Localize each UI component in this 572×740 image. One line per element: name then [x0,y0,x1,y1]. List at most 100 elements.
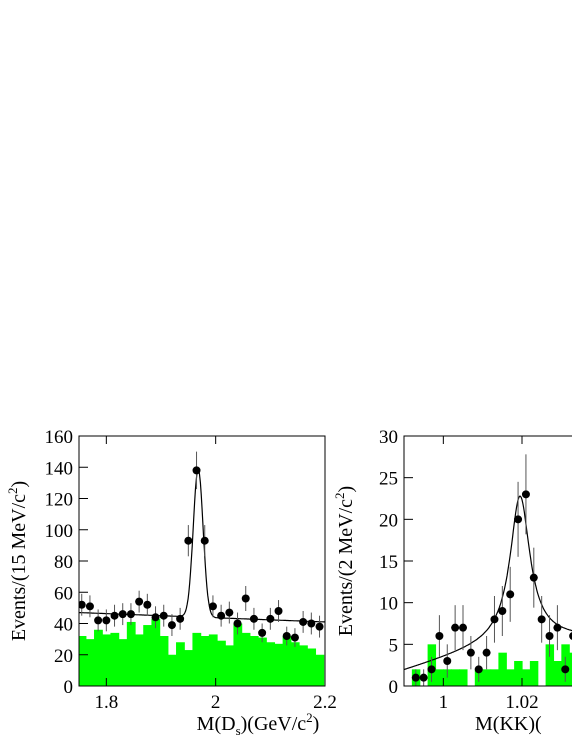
y-tick-label: 15 [379,552,398,573]
y-tick-label: 20 [379,510,398,531]
histogram-bar [553,661,562,686]
histogram-bar [282,636,292,686]
histogram-bar [249,636,259,686]
y-tick-label: 25 [379,469,398,490]
data-point [561,665,570,674]
data-point [299,617,308,626]
histogram-bar [200,636,210,686]
histogram-bar [514,661,523,686]
histogram-bar [184,650,194,686]
data-point [241,594,250,603]
y-tick-label: 30 [379,427,398,448]
data-point [514,515,523,524]
y-tick-label: 40 [54,615,73,636]
histogram-bar [85,639,95,686]
histogram-bar [459,669,468,686]
data-point [315,622,324,631]
data-point [427,665,436,674]
histogram-bar [143,625,153,686]
data-point [435,632,444,640]
data-point [529,573,538,582]
histogram-bar [315,654,325,686]
histogram-background [79,618,325,686]
data-point [490,615,499,624]
data-point [545,632,554,640]
histogram-background [411,644,572,686]
panel-ds-mass: 1.8 2 2.2 0 20 40 60 80 100 120 140 160 M(Ds)(GeV/… [5,427,337,738]
data-point [217,611,226,620]
x-axis-label: M(KK)( [475,713,542,735]
data-point [274,607,283,615]
y-tick-label: 0 [64,677,74,698]
data-point [200,536,209,545]
data-point [184,536,193,545]
y-tick-label: 120 [45,490,74,511]
histogram-bar [233,623,243,686]
histogram-bar [208,634,218,686]
x-tick-label: 1 [439,692,449,713]
histogram-bar [274,643,284,686]
histogram-bar [217,640,226,686]
fit-curve-group [79,467,325,623]
y-tick-label: 160 [45,427,74,448]
data-point [79,600,86,609]
data-point [419,673,428,682]
histogram-bar [176,642,185,686]
x-tick-label: 2.2 [313,692,337,713]
histogram-bar [451,669,460,686]
x-tick-label: 1.8 [94,692,118,713]
y-tick-label: 80 [54,552,73,573]
histogram-bar [299,645,308,686]
data-point [135,597,144,606]
y-tick-label: 140 [45,458,74,479]
histogram-bar [482,669,492,686]
data-point [521,490,530,499]
data-point [266,614,275,623]
y-axis-label: Events/(15 MeV/c2) [5,481,30,641]
data-point [151,613,160,622]
data-point [192,466,201,475]
data-point [159,611,168,620]
histogram-bar [225,645,235,686]
data-point [474,665,483,674]
data-point [110,611,119,620]
histogram-bar [266,642,276,686]
data-point [167,621,176,630]
histogram-bar [102,634,112,686]
histogram-bar [118,639,128,686]
data-point [176,614,185,623]
data-point [537,615,546,624]
data-point [225,608,234,617]
data-point [307,619,316,628]
data-point [553,623,562,632]
histogram-bar [192,632,202,686]
data-point [126,610,135,619]
histogram-bar [258,637,267,686]
histogram-bar [569,652,572,686]
data-point [233,619,242,628]
fit-curve-group [404,495,572,671]
x-tick-label: 2 [211,692,221,713]
data-point [411,673,420,682]
histogram-bar [151,618,161,686]
histogram-bar [490,669,499,686]
y-tick-label: 5 [389,635,399,656]
fit-curve [79,467,325,623]
x-ticks: 1.8 2 2.2 [94,436,337,713]
data-point [282,632,291,640]
fit-curve [404,495,572,671]
data-point [459,623,467,632]
x-axis-label: M(Ds)(GeV/c2) [197,710,320,738]
data-point [118,610,127,619]
x-ticks: 11.021 [439,436,539,713]
y-tick-label: 0 [389,677,399,698]
y-ticks: 0 5 10 15 20 25 30 [379,427,413,698]
y-ticks: 0 20 40 60 80 100 120 140 160 [45,427,88,698]
y-axis-label: Events/(2 MeV/c2) [332,486,357,636]
y-tick-label: 60 [54,583,73,604]
histogram-bar [94,629,103,686]
data-point [482,648,491,657]
histogram-bar [159,636,169,686]
data-point [466,648,475,657]
